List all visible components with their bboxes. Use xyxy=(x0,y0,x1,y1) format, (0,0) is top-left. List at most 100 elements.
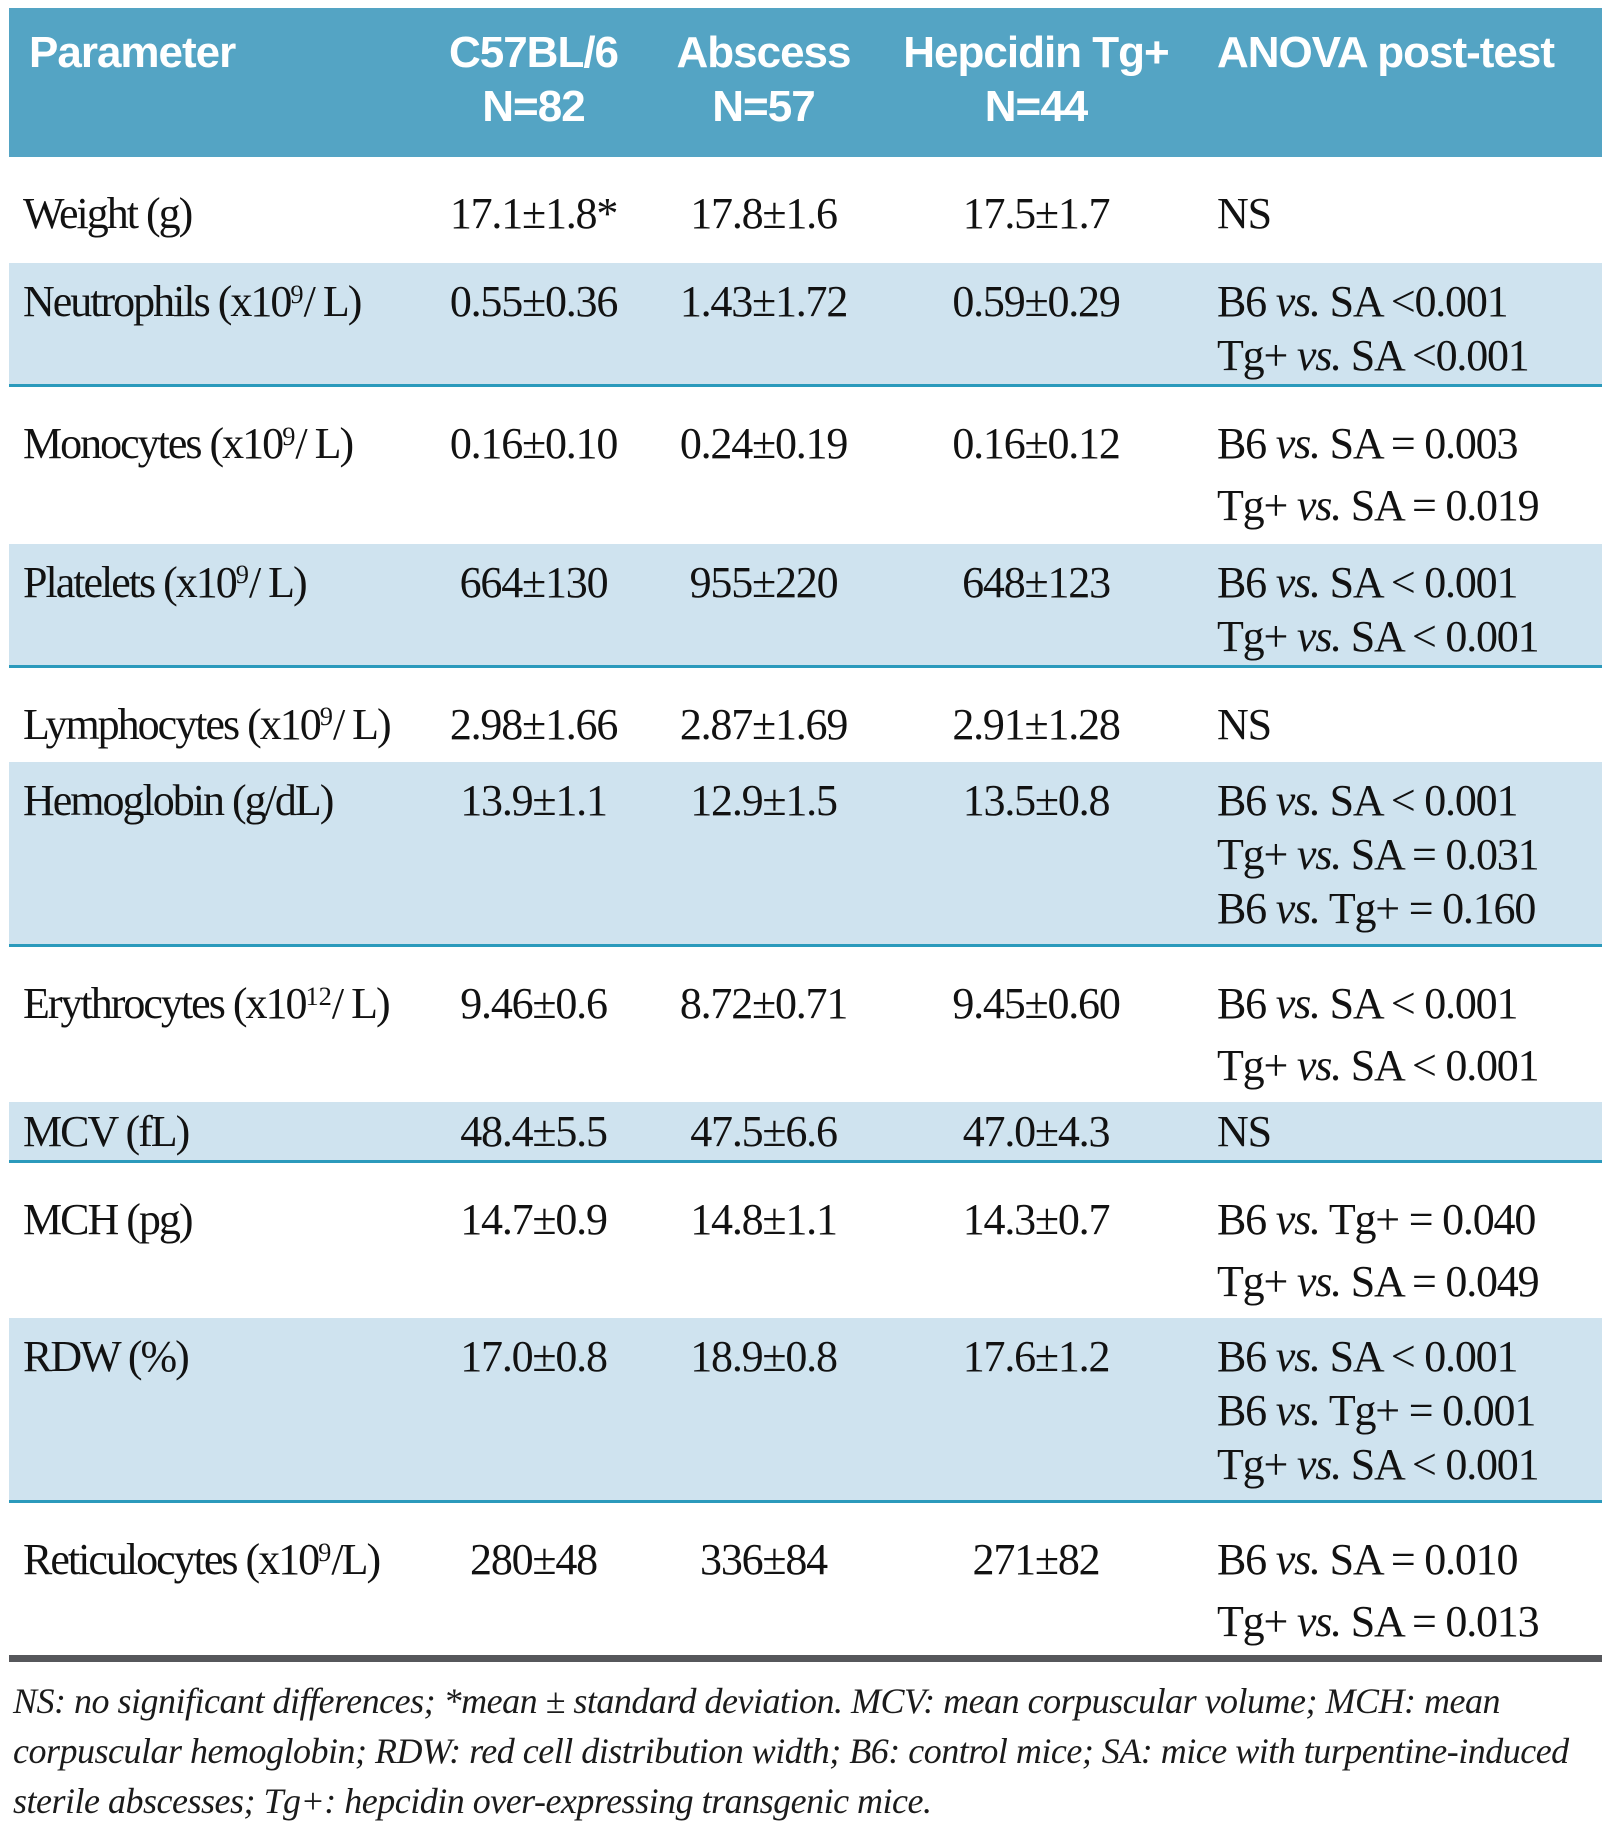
value-cell: 0.24±0.19 xyxy=(679,419,849,468)
anova-line: B6 vs. SA = 0.003 xyxy=(1217,419,1518,468)
value-cell: 2.91±1.28 xyxy=(952,699,1121,749)
parameter-cell: RDW (%) xyxy=(9,1317,421,1502)
table-row: Monocytes (x109/ L) 0.16±0.10 0.24±0.19 0.1… xyxy=(9,386,1602,544)
parameter-cell: Lymphocytes (x109/ L) xyxy=(23,699,392,749)
parameter-cell: Hemoglobin (g/dL) xyxy=(9,761,421,946)
value-cell: 0.55±0.36 xyxy=(421,263,646,386)
group-name: C57BL/6 xyxy=(448,28,619,77)
value-cell: 14.8±1.1 xyxy=(690,1195,838,1244)
value-cell: 17.1±1.8* xyxy=(449,189,619,238)
value-cell: 280±48 xyxy=(470,1535,598,1584)
vs-label: vs. xyxy=(1296,481,1342,530)
group-n: N=57 xyxy=(712,82,815,131)
anova-cell: NS xyxy=(1191,666,1602,762)
anova-line: Tg+ vs. SA = 0.031 xyxy=(1217,829,1540,879)
anova-line: Tg+ vs. SA = 0.013 xyxy=(1217,1597,1540,1646)
vs-label: vs. xyxy=(1296,331,1342,380)
exponent: 9 xyxy=(318,1536,332,1567)
anova-cell: B6 vs. SA < 0.001 Tg+ vs. SA = 0.031 B6 vs… xyxy=(1191,761,1602,946)
value-cell: 47.5±6.6 xyxy=(646,1101,881,1162)
value-cell: 13.9±1.1 xyxy=(421,761,646,946)
value-cell: 0.16±0.10 xyxy=(449,419,619,468)
vs-label: vs. xyxy=(1275,1331,1321,1381)
value-cell: 1.43±1.72 xyxy=(646,263,881,386)
hematology-table: Parameter C57BL/6 N=82 Abscess N=57 Hepc… xyxy=(9,8,1602,1655)
value-cell: 14.7±0.9 xyxy=(460,1195,608,1244)
vs-label: vs. xyxy=(1275,883,1321,933)
parameter-cell: Reticulocytes (x109/L) xyxy=(23,1535,381,1584)
exponent: 9 xyxy=(319,701,333,732)
footnote-divider xyxy=(9,1654,1602,1662)
parameter-cell: MCH (pg) xyxy=(23,1195,194,1244)
table-row: Platelets (x109/ L) 664±130 955±220 648±123… xyxy=(9,543,1602,666)
vs-label: vs. xyxy=(1296,611,1342,661)
vs-label: vs. xyxy=(1296,1257,1342,1306)
value-cell: 9.46±0.6 xyxy=(460,979,608,1028)
exponent: 9 xyxy=(290,278,304,309)
table-header: Parameter C57BL/6 N=82 Abscess N=57 Hepc… xyxy=(9,8,1602,157)
value-cell: 47.0±4.3 xyxy=(881,1101,1191,1162)
column-header-hepcidin-tg: Hepcidin Tg+ N=44 xyxy=(881,8,1191,157)
column-header-abscess: Abscess N=57 xyxy=(646,8,881,157)
anova-cell: NS xyxy=(1191,1101,1602,1162)
vs-label: vs. xyxy=(1275,277,1321,326)
vs-label: vs. xyxy=(1275,1385,1321,1435)
table-row: RDW (%) 17.0±0.8 18.9±0.8 17.6±1.2 B6 vs. SA… xyxy=(9,1317,1602,1502)
vs-label: vs. xyxy=(1275,419,1321,468)
anova-cell: B6 vs. SA <0.001 Tg+ vs. SA <0.001 xyxy=(1191,263,1602,386)
anova-line: Tg+ vs. SA < 0.001 xyxy=(1217,611,1540,661)
column-header-parameter: Parameter xyxy=(9,8,421,157)
exponent: 9 xyxy=(282,420,296,451)
value-cell: 12.9±1.5 xyxy=(646,761,881,946)
table-footnote: NS: no significant differences; *mean ± … xyxy=(13,1680,1569,1821)
anova-cell: B6 vs. SA < 0.001 Tg+ vs. SA < 0.001 xyxy=(1191,946,1602,1102)
anova-line: NS xyxy=(1217,189,1272,238)
value-cell: 8.72±0.71 xyxy=(679,979,849,1028)
anova-cell: B6 vs. Tg+ = 0.040 Tg+ vs. SA = 0.049 xyxy=(1191,1162,1602,1318)
anova-line: B6 vs. SA < 0.001 xyxy=(1217,1331,1518,1381)
table-row: Reticulocytes (x109/L) 280±48 336±84 271±82… xyxy=(9,1502,1602,1655)
table-body: Weight (g) 17.1±1.8* 17.8±1.6 17.5±1.7 NS Neu… xyxy=(9,157,1602,1655)
value-cell: 48.4±5.5 xyxy=(421,1101,646,1162)
parameter-cell: MCV (fL) xyxy=(9,1101,421,1162)
exponent: 9 xyxy=(235,559,249,590)
anova-line: Tg+ vs. SA < 0.001 xyxy=(1217,1439,1540,1489)
parameter-cell: Erythrocytes (x1012/ L) xyxy=(23,979,391,1028)
value-cell: 17.6±1.2 xyxy=(881,1317,1191,1502)
value-cell: 2.87±1.69 xyxy=(679,699,849,749)
anova-cell: B6 vs. SA = 0.010 Tg+ vs. SA = 0.013 xyxy=(1191,1502,1602,1655)
value-cell: 336±84 xyxy=(700,1535,828,1584)
group-n: N=44 xyxy=(984,82,1088,131)
vs-label: vs. xyxy=(1296,829,1342,879)
table-row: MCH (pg) 14.7±0.9 14.8±1.1 14.3±0.7 B6 vs. T… xyxy=(9,1162,1602,1318)
anova-line: B6 vs. Tg+ = 0.040 xyxy=(1217,1195,1536,1244)
anova-cell: NS xyxy=(1191,157,1602,263)
value-cell: 17.5±1.7 xyxy=(962,189,1111,238)
header-row: Parameter C57BL/6 N=82 Abscess N=57 Hepc… xyxy=(9,8,1602,157)
value-cell: 271±82 xyxy=(972,1535,1101,1584)
value-cell: 0.59±0.29 xyxy=(881,263,1191,386)
anova-line: Tg+ vs. SA = 0.019 xyxy=(1217,481,1540,530)
value-cell: 0.16±0.12 xyxy=(952,419,1121,468)
table-row: Erythrocytes (x1012/ L) 9.46±0.6 8.72±0.71… xyxy=(9,946,1602,1102)
anova-cell: B6 vs. SA < 0.001 B6 vs. Tg+ = 0.001 Tg+ v… xyxy=(1191,1317,1602,1502)
anova-line: Tg+ vs. SA <0.001 xyxy=(1217,331,1530,380)
value-cell: 18.9±0.8 xyxy=(646,1317,881,1502)
anova-cell: B6 vs. SA = 0.003 Tg+ vs. SA = 0.019 xyxy=(1191,386,1602,544)
vs-label: vs. xyxy=(1275,557,1321,607)
anova-line: B6 vs. SA < 0.001 xyxy=(1217,775,1518,825)
anova-line: Tg+ vs. SA < 0.001 xyxy=(1217,1041,1540,1090)
anova-line: B6 vs. Tg+ = 0.001 xyxy=(1217,1385,1536,1435)
parameter-cell: Monocytes (x109/ L) xyxy=(23,419,354,468)
group-n: N=82 xyxy=(482,82,585,131)
group-name: Abscess xyxy=(676,28,851,77)
value-cell: 13.5±0.8 xyxy=(881,761,1191,946)
anova-line: B6 vs. SA <0.001 xyxy=(1217,277,1509,326)
value-cell: 955±220 xyxy=(646,543,881,666)
vs-label: vs. xyxy=(1275,1195,1321,1244)
parameter-cell: Neutrophils (x109/ L) xyxy=(9,263,421,386)
vs-label: vs. xyxy=(1296,1597,1342,1646)
value-cell: 14.3±0.7 xyxy=(962,1195,1111,1244)
value-cell: 9.45±0.60 xyxy=(952,979,1121,1028)
